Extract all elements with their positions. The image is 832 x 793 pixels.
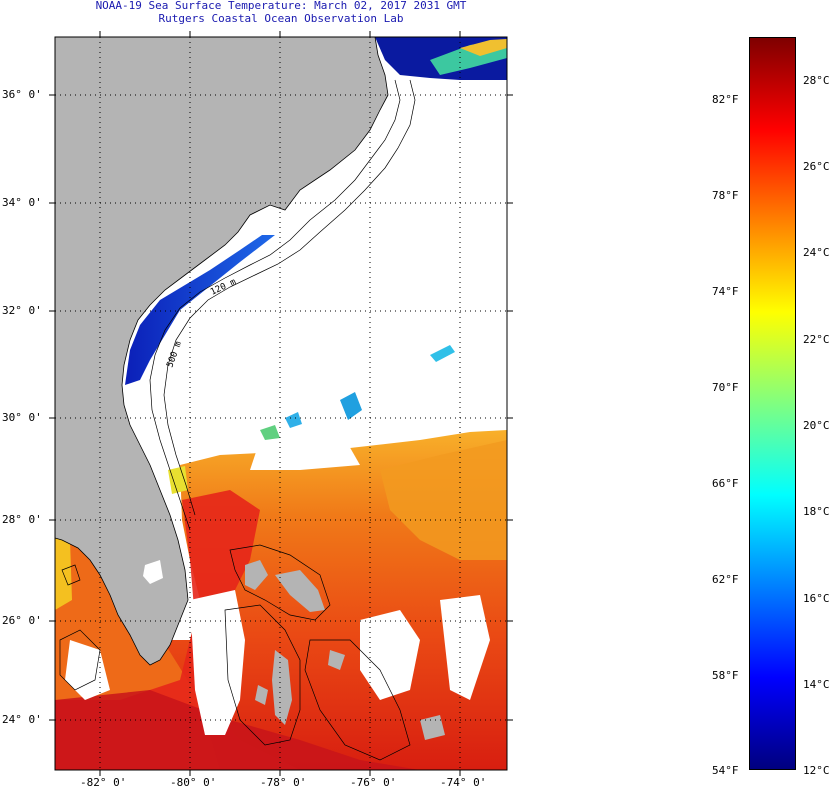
contour-bahamas	[229, 544, 331, 621]
map-title: NOAA-19 Sea Surface Temperature: March 0…	[95, 0, 467, 12]
colorbar-label-14c: 14°C	[803, 678, 830, 691]
bahamas-island	[245, 560, 268, 590]
map-subtitle: Rutgers Coastal Ocean Observation Lab	[158, 12, 404, 25]
colorbar-label-82f: 82°F	[712, 93, 739, 106]
cool-patch	[260, 425, 280, 440]
bahamas-island	[272, 650, 292, 725]
contour-bahamas	[304, 639, 411, 761]
bahamas-island	[328, 650, 345, 670]
offshore-orange-water	[380, 440, 507, 560]
contour-gulf	[61, 564, 81, 586]
cloud-patch	[250, 430, 360, 470]
colorbar-label-28c: 28°C	[803, 74, 830, 87]
warm-filament-north	[460, 39, 507, 56]
cloud-patch	[65, 640, 110, 700]
lon-label-74: -74° 0'	[440, 776, 487, 789]
lat-label-26: 26° 0'	[2, 614, 42, 627]
colorbar-label-70f: 70°F	[712, 381, 739, 394]
colorbar-label-26c: 26°C	[803, 160, 830, 173]
graticule	[55, 37, 507, 770]
gulf-yellow-water	[55, 530, 72, 610]
colorbar-label-16c: 16°C	[803, 592, 830, 605]
colorbar-label-20c: 20°C	[803, 419, 830, 432]
colorbar-label-54f: 54°F	[712, 764, 739, 777]
lat-label-30: 30° 0'	[2, 411, 42, 424]
colorbar-label-74f: 74°F	[712, 285, 739, 298]
cloud-patch	[360, 610, 420, 700]
contour-bahamas	[224, 604, 301, 746]
colorbar-label-22c: 22°C	[803, 333, 830, 346]
lon-label-76: -76° 0'	[350, 776, 397, 789]
axis-ticks	[49, 31, 513, 776]
colorbar-label-78f: 78°F	[712, 189, 739, 202]
temperature-colorbar	[749, 37, 796, 770]
dark-red-band	[55, 690, 420, 770]
lat-label-24: 24° 0'	[2, 713, 42, 726]
cool-patch	[340, 392, 362, 420]
lon-label-78: -78° 0'	[260, 776, 307, 789]
colorbar-label-62f: 62°F	[712, 573, 739, 586]
lat-label-34: 34° 0'	[2, 196, 42, 209]
map-frame	[54, 36, 508, 771]
colorbar-label-18c: 18°C	[803, 505, 830, 518]
lon-label-82: -82° 0'	[80, 776, 127, 789]
bahamas-island	[275, 570, 325, 612]
contour-gulf	[59, 629, 101, 691]
bahamas-island	[420, 715, 445, 740]
lon-label-80: -80° 0'	[170, 776, 217, 789]
colorbar-label-12c: 12°C	[803, 764, 830, 777]
colorbar-label-58f: 58°F	[712, 669, 739, 682]
cloud-patch	[440, 595, 490, 700]
coastline	[55, 37, 389, 666]
cold-shelf-water	[125, 235, 275, 385]
cool-patch	[430, 345, 455, 362]
contour-500m	[163, 79, 416, 516]
colorbar-label-24c: 24°C	[803, 246, 830, 259]
lake-okeechobee	[143, 560, 163, 584]
colorbar-label-66f: 66°F	[712, 477, 739, 490]
lat-label-32: 32° 0'	[2, 304, 42, 317]
bahamas-island	[255, 685, 268, 705]
cloud-patch	[190, 590, 245, 735]
cool-patch	[168, 466, 188, 494]
lat-label-36: 36° 0'	[2, 88, 42, 101]
lat-label-28: 28° 0'	[2, 513, 42, 526]
us-landmass	[55, 37, 388, 665]
cool-patch	[285, 412, 302, 428]
contour-120m	[149, 79, 401, 531]
